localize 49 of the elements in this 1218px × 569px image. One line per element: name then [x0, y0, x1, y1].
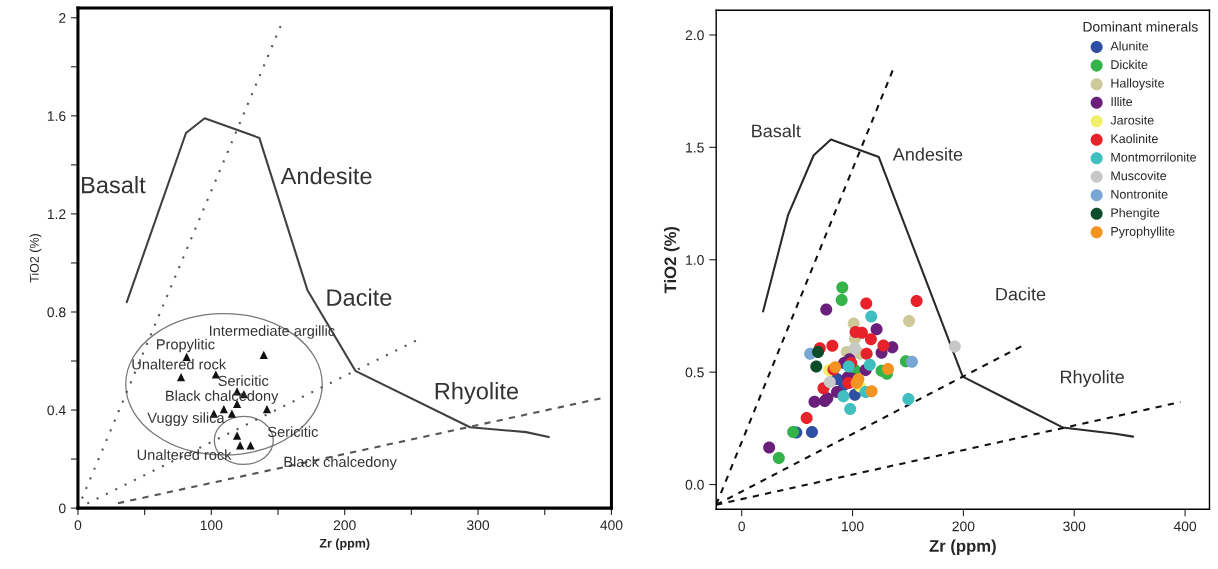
annotation: Andesite [892, 147, 963, 161]
annotation: Vuggy silica [147, 412, 225, 426]
legend-label: Halloysite [1111, 78, 1165, 91]
x-tick-label: 0 [738, 521, 745, 532]
annotation: Basalt [82, 176, 146, 194]
legend-label: Phengite [1111, 208, 1160, 220]
legend-label: Illite [1111, 96, 1133, 107]
y-tick-label: 0 [58, 503, 66, 514]
annotation: Rhyolite [435, 382, 519, 405]
y-tick-label: 2.0 [685, 30, 704, 41]
y-tick-label: 1.6 [47, 111, 66, 122]
x-tick-label: 300 [1063, 521, 1086, 532]
x-tick-label: 200 [333, 520, 356, 531]
y-tick-label: 1.2 [47, 209, 66, 219]
y-tick-label: 1.5 [686, 142, 704, 153]
annotation: Propylitic [157, 338, 215, 353]
x-tick-label: 100 [842, 521, 864, 532]
legend-label: Kaolinite [1111, 133, 1158, 144]
legend-label: Jarosite [1110, 115, 1154, 125]
legend-label: Nontronite [1111, 189, 1168, 199]
y-axis-title: TiO2 (%) [663, 226, 680, 294]
x-tick-label: 200 [952, 521, 975, 532]
y-tick-label: 0.0 [685, 479, 704, 490]
x-axis-title: Zr (ppm) [929, 539, 996, 556]
x-tick-label: 0 [74, 520, 82, 531]
annotation: Dacite [996, 287, 1046, 301]
legend-title: Dominant minerals [1083, 21, 1198, 32]
y-tick-label: 1.0 [686, 255, 704, 265]
annotation: Basalt [752, 124, 801, 138]
x-tick-label: 400 [600, 520, 623, 531]
y-tick-label: 0.5 [685, 367, 704, 378]
annotation: Dacite [327, 288, 392, 306]
y-axis-title: TiO2 (%) [29, 234, 42, 283]
x-tick-label: 100 [200, 520, 223, 531]
x-tick-label: 400 [1173, 521, 1197, 532]
legend-label: Alunite [1110, 41, 1149, 51]
legend-label: Dickite [1111, 59, 1148, 70]
annotation: Sericitic [218, 375, 269, 386]
legend-label: Montmorrilonite [1111, 152, 1196, 162]
annotation: Rhyolite [1060, 370, 1124, 387]
legend-label: Pyrophyllite [1111, 226, 1175, 239]
y-tick-label: 2 [59, 13, 66, 23]
legend-label: Muscovite [1111, 171, 1167, 181]
annotation: Unaltered rock [132, 358, 227, 370]
y-tick-label: 0.4 [47, 405, 66, 416]
annotation: Andesite [280, 167, 372, 185]
y-tick-label: 0.8 [47, 307, 66, 318]
x-axis-title: Zr (ppm) [319, 538, 370, 551]
x-tick-label: 300 [467, 520, 490, 531]
